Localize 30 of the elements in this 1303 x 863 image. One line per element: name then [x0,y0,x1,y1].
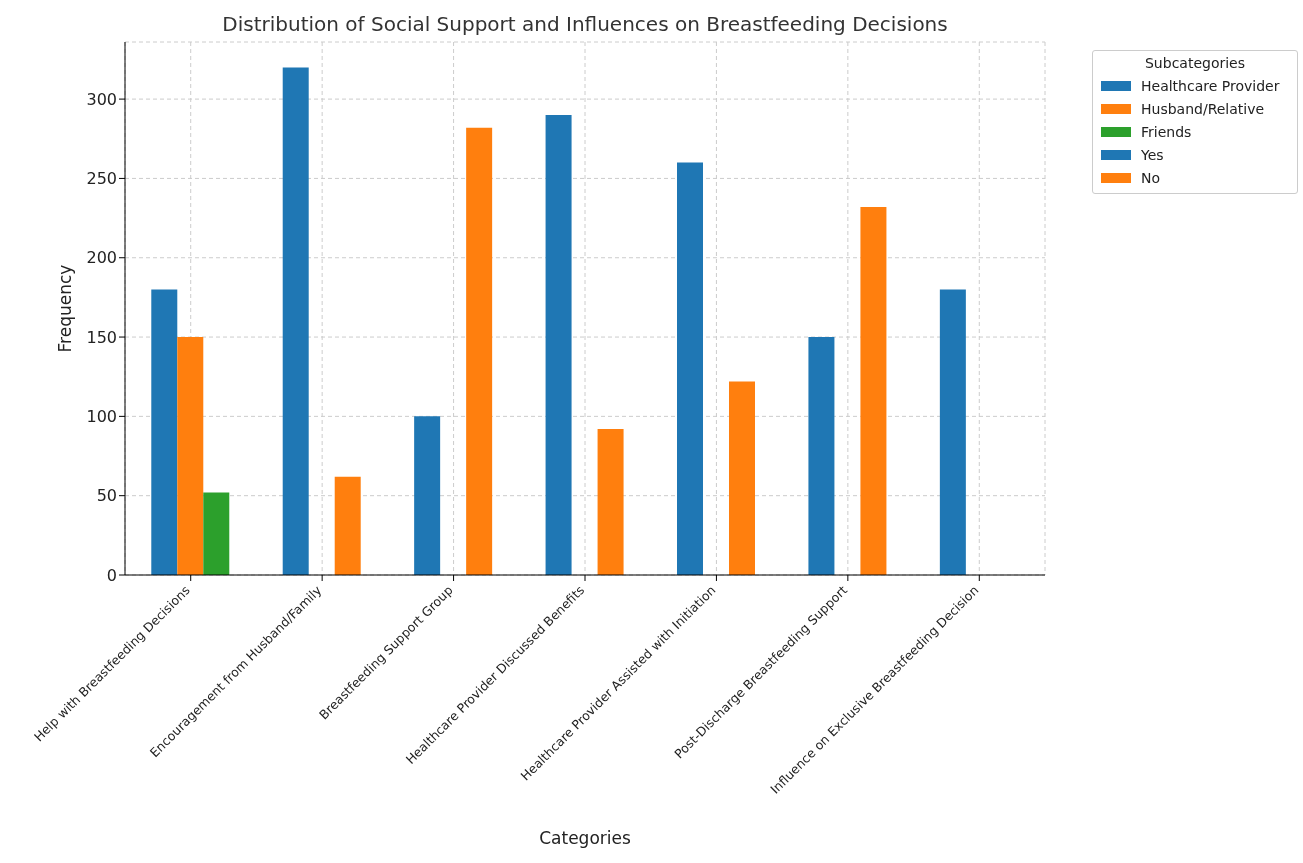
bar [545,114,572,575]
y-tick-label: 0 [106,565,117,585]
bar [203,492,230,575]
legend-label: Friends [1141,123,1192,140]
bar [808,337,835,575]
chart-title: Distribution of Social Support and Influences on Breastfeeding Decisions [221,12,949,36]
legend-title: Subcategories [1144,55,1246,71]
y-tick-label: 150 [86,327,117,347]
y-axis-title: Frequency [55,264,76,353]
bar [860,206,887,575]
y-tick-label: 300 [86,89,117,109]
y-tick-label: 200 [86,248,117,268]
y-tick-label: 100 [86,407,117,427]
bar [414,416,441,575]
bar [151,289,178,575]
bar [282,67,309,575]
bar [177,337,204,575]
bar [466,127,493,575]
bar [677,162,703,575]
y-tick-label: 50 [96,486,117,506]
legend-label: Yes [1141,146,1164,163]
bar [334,476,361,575]
bar [597,429,624,575]
legend-label: Healthcare Provider [1141,77,1280,94]
x-axis-title: Categories [539,828,631,848]
legend-label: Husband/Relative [1141,100,1265,117]
bar [939,289,966,575]
y-tick-label: 250 [86,169,117,189]
legend-label: No [1141,169,1161,186]
bar [729,381,755,575]
